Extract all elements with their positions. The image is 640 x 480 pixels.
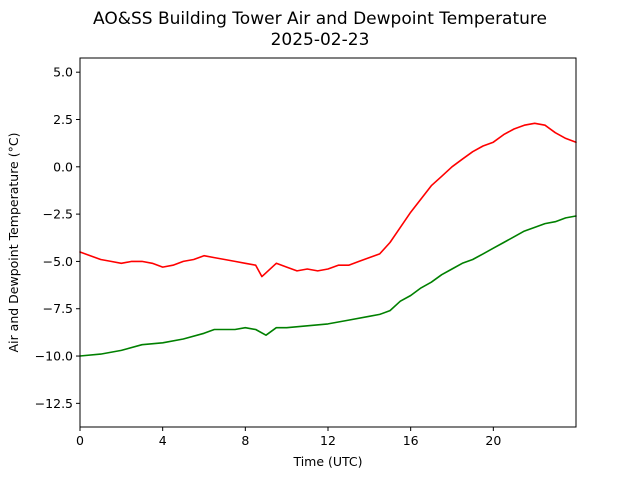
series-layer: [79, 122, 577, 357]
x-tick-label: 0: [76, 433, 84, 448]
chart-title: AO&SS Building Tower Air and Dewpoint Te…: [93, 9, 547, 29]
y-axis: 5.0 2.5 0.0 −2.5 −5.0 −7.5 −10.0 −12.5: [35, 65, 80, 411]
y-tick-label: −2.5: [43, 207, 73, 222]
x-axis-label: Time (UTC): [292, 454, 362, 469]
x-tick-label: 16: [403, 433, 419, 448]
x-axis: 0 4 8 12 16 20: [76, 427, 501, 448]
y-tick-label: 0.0: [53, 159, 73, 174]
y-tick-label: 2.5: [53, 112, 73, 127]
y-axis-label: Air and Dewpoint Temperature (°C): [6, 133, 21, 353]
chart-subtitle: 2025-02-23: [271, 30, 370, 50]
y-tick-label: −7.5: [43, 301, 73, 316]
series-line-2: [79, 215, 577, 357]
x-tick-label: 20: [485, 433, 501, 448]
x-tick-label: 12: [320, 433, 336, 448]
y-tick-label: −5.0: [43, 254, 73, 269]
series-line-1: [79, 122, 577, 278]
y-tick-label: 5.0: [53, 65, 73, 80]
y-tick-label: −10.0: [35, 349, 73, 364]
y-tick-label: −12.5: [35, 396, 73, 411]
x-tick-label: 8: [241, 433, 249, 448]
x-tick-label: 4: [159, 433, 167, 448]
